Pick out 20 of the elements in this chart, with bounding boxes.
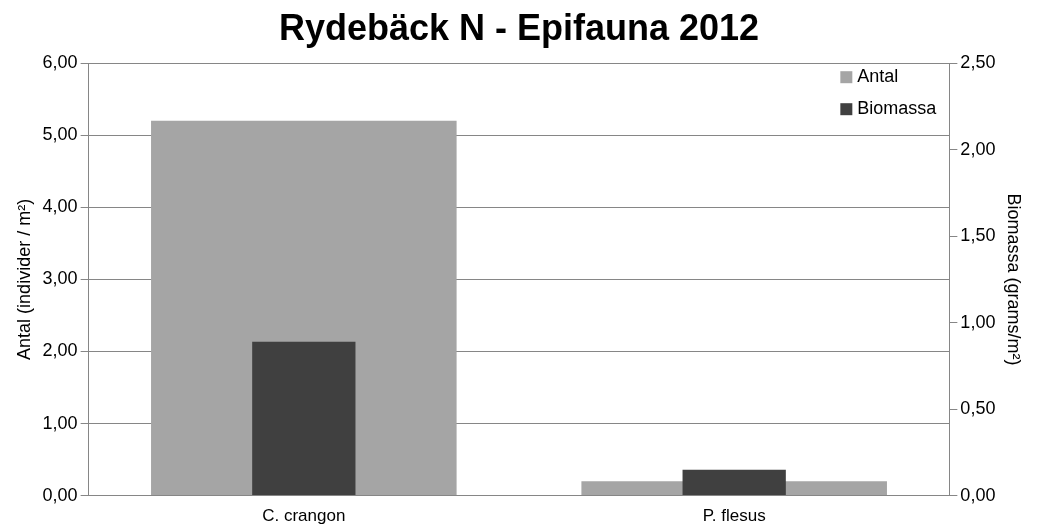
y-axis-title: Antal (individer / m²) xyxy=(13,198,34,360)
chart-title: Rydebäck N - Epifauna 2012 xyxy=(278,6,760,48)
y2-axis-title: Biomassa (grams/m²) xyxy=(1004,193,1025,366)
y-tick-label: 6,00 xyxy=(42,52,78,73)
y-tick-label: 1,00 xyxy=(42,412,78,433)
x-tick-label: P. flesus xyxy=(702,506,766,526)
legend-label: Biomassa xyxy=(857,98,938,119)
y2-tick-label: 1,00 xyxy=(960,311,996,332)
y-tick-label: 3,00 xyxy=(42,268,78,289)
y-tick-label: 4,00 xyxy=(42,196,78,217)
y2-tick-label: 2,50 xyxy=(960,52,996,73)
y2-tick-label: 2,00 xyxy=(960,138,996,159)
y-tick-label: 2,00 xyxy=(42,340,78,361)
y-tick-label: 0,00 xyxy=(42,484,78,505)
y2-tick-label: 1,50 xyxy=(960,225,996,246)
x-tick-label: C. crangon xyxy=(262,506,346,526)
y2-tick-label: 0,00 xyxy=(960,484,996,505)
y2-tick-label: 0,50 xyxy=(960,398,996,419)
y-tick-label: 5,00 xyxy=(42,124,78,145)
legend-label: Antal xyxy=(857,66,899,87)
